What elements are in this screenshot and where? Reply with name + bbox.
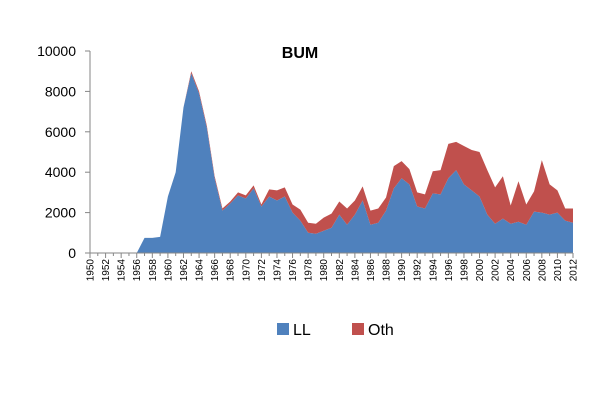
x-tick-label: 1956 bbox=[132, 259, 143, 282]
x-tick-label: 1988 bbox=[382, 259, 393, 282]
x-tick-label: 2000 bbox=[475, 259, 486, 282]
y-tick-label: 8000 bbox=[45, 83, 76, 99]
x-tick-label: 1958 bbox=[148, 259, 159, 282]
x-tick-label: 2006 bbox=[522, 259, 533, 282]
x-tick-label: 2002 bbox=[491, 259, 502, 282]
series-area-ll bbox=[90, 73, 573, 253]
x-tick-label: 1970 bbox=[241, 259, 252, 282]
x-tick-label: 1968 bbox=[226, 259, 237, 282]
x-tick-label: 1954 bbox=[117, 259, 128, 282]
x-tick-label: 1996 bbox=[444, 259, 455, 282]
x-tick-label: 1962 bbox=[179, 259, 190, 282]
legend-label-oth: Oth bbox=[368, 322, 394, 339]
x-tick-label: 1984 bbox=[350, 259, 361, 282]
x-tick-label: 1960 bbox=[163, 259, 174, 282]
chart-title: BUM bbox=[282, 45, 318, 62]
y-tick-label: 6000 bbox=[45, 124, 76, 140]
legend-label-ll: LL bbox=[293, 322, 311, 339]
legend: LL Oth bbox=[277, 322, 394, 339]
y-tick-label: 10000 bbox=[37, 43, 76, 59]
x-tick-label: 1998 bbox=[459, 259, 470, 282]
x-tick-label: 1982 bbox=[335, 259, 346, 282]
legend-swatch-ll bbox=[277, 323, 289, 335]
y-tick-label: 4000 bbox=[45, 164, 76, 180]
x-tick-label: 2008 bbox=[537, 259, 548, 282]
y-tick-label: 0 bbox=[68, 245, 76, 261]
x-tick-label: 1994 bbox=[428, 259, 439, 282]
y-tick-label: 2000 bbox=[45, 205, 76, 221]
x-tick-label: 2004 bbox=[506, 259, 517, 282]
legend-swatch-oth bbox=[352, 323, 364, 335]
x-tick-label: 1992 bbox=[413, 259, 424, 282]
plot-area bbox=[90, 71, 573, 253]
series-area-oth bbox=[90, 71, 573, 253]
x-tick-label: 1972 bbox=[257, 259, 268, 282]
x-tick-label: 1986 bbox=[366, 259, 377, 282]
x-tick-label: 1976 bbox=[288, 259, 299, 282]
x-tick-label: 1980 bbox=[319, 259, 330, 282]
x-tick-label: 1990 bbox=[397, 259, 408, 282]
axes: 0 2000 4000 6000 8000 10000 1950 1952 1954 1956 19… bbox=[37, 43, 579, 281]
x-tick-label: 2012 bbox=[569, 259, 580, 282]
x-tick-label: 1966 bbox=[210, 259, 221, 282]
x-tick-label: 1978 bbox=[304, 259, 315, 282]
x-tick-label: 2010 bbox=[553, 259, 564, 282]
x-tick-label: 1950 bbox=[86, 259, 97, 282]
x-tick-label: 1952 bbox=[101, 259, 112, 282]
x-tick-label: 1974 bbox=[272, 259, 283, 282]
x-tick-label: 1964 bbox=[195, 259, 206, 282]
